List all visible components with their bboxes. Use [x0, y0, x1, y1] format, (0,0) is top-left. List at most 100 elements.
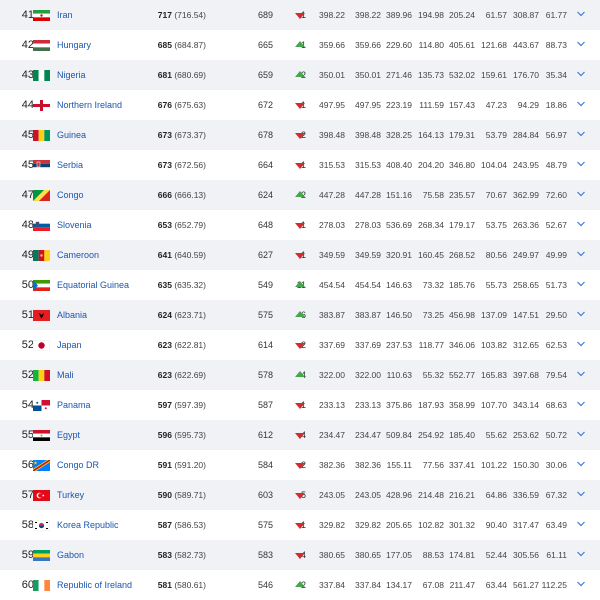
arrow-down-icon: [295, 163, 305, 169]
chevron-down-icon[interactable]: [577, 161, 585, 168]
team-link[interactable]: Congo: [57, 190, 84, 200]
stat-col-3: 509.84: [386, 430, 412, 440]
chevron-down-icon[interactable]: [577, 11, 585, 18]
stat-col-1: 380.65: [319, 550, 345, 560]
stat-col-6: 107.70: [481, 400, 507, 410]
chevron-down-icon[interactable]: [577, 191, 585, 198]
stat-col-8: 56.97: [545, 130, 567, 140]
stat-col-1: 447.28: [319, 190, 345, 200]
team-link[interactable]: Equatorial Guinea: [57, 280, 130, 290]
chevron-down-icon[interactable]: [577, 581, 585, 588]
stat-col-6: 61.57: [485, 10, 507, 20]
chevron-down-icon[interactable]: [577, 341, 585, 348]
arrow-up-icon: [295, 71, 305, 77]
table-row: 47 Congo 666 (666.13) 624 2 447.28 447.28…: [0, 180, 600, 210]
stat-col-4: 75.58: [422, 190, 444, 200]
team-link[interactable]: Mali: [57, 370, 74, 380]
stat-col-3: 177.05: [386, 550, 412, 560]
table-row: 54 Panama 597 (597.39) 587 -1 233.13 233.…: [0, 390, 600, 420]
arrow-down-icon: [295, 433, 305, 439]
team-link[interactable]: Korea Republic: [57, 520, 119, 530]
team-link[interactable]: Egypt: [57, 430, 81, 440]
arrow-down-icon: [295, 103, 305, 109]
stat-col-7: 249.97: [513, 250, 539, 260]
chevron-down-icon[interactable]: [577, 461, 585, 468]
stat-col-2: 349.59: [355, 250, 381, 260]
team-link[interactable]: Congo DR: [57, 460, 100, 470]
team-link[interactable]: Hungary: [57, 40, 92, 50]
points-rounded: 641: [157, 250, 172, 260]
team-link[interactable]: Turkey: [57, 490, 85, 500]
stat-col-4: 164.13: [418, 130, 444, 140]
team-link[interactable]: Serbia: [57, 160, 84, 170]
team-link[interactable]: Panama: [57, 400, 91, 410]
stat-col-2: 337.69: [355, 340, 381, 350]
chevron-down-icon[interactable]: [577, 41, 585, 48]
stat-col-8: 52.67: [545, 220, 567, 230]
chevron-down-icon[interactable]: [577, 371, 585, 378]
team-link[interactable]: Slovenia: [57, 220, 92, 230]
table-row: 58 Korea Republic 587 (586.53) 575 -1 32…: [0, 510, 600, 540]
team-link[interactable]: Northern Ireland: [57, 100, 123, 110]
points-precise: (595.73): [174, 430, 206, 440]
stat-col-2: 315.53: [355, 160, 381, 170]
stat-col-6: 55.73: [485, 280, 507, 290]
stat-col-2: 398.48: [355, 130, 381, 140]
stat-col-1: 454.54: [319, 280, 345, 290]
points-rounded: 717: [157, 10, 172, 20]
rank: 60: [21, 579, 34, 591]
stat-col-3: 328.25: [386, 130, 412, 140]
team-link[interactable]: Guinea: [57, 130, 87, 140]
chevron-down-icon[interactable]: [577, 101, 585, 108]
team-link[interactable]: Japan: [57, 340, 82, 350]
stat-col-4: 118.77: [418, 340, 444, 350]
team-link[interactable]: Iran: [57, 10, 73, 20]
stat-col-7: 561.27: [513, 580, 539, 590]
points-rounded: 635: [157, 280, 172, 290]
stat-col-2: 243.05: [355, 490, 381, 500]
stat-col-5: 552.77: [449, 370, 475, 380]
points-rounded: 596: [157, 430, 172, 440]
stat-col-8: 63.49: [545, 520, 567, 530]
points-rounded: 623: [157, 370, 172, 380]
stat-col-8: 18.86: [545, 100, 567, 110]
stat-col-7: 243.95: [513, 160, 539, 170]
team-link[interactable]: Nigeria: [57, 70, 86, 80]
flag-guinea-icon: [33, 130, 50, 141]
chevron-down-icon[interactable]: [577, 431, 585, 438]
stat-col-3: 389.96: [386, 10, 412, 20]
chevron-down-icon[interactable]: [577, 551, 585, 558]
total-points: 597 (597.39): [150, 390, 206, 420]
stat-col-2: 234.47: [355, 430, 381, 440]
stat-col-6: 63.44: [485, 580, 507, 590]
stat-col-8: 51.73: [545, 280, 567, 290]
team-link[interactable]: Republic of Ireland: [57, 580, 133, 590]
stat-col-5: 346.80: [449, 160, 475, 170]
team-link[interactable]: Cameroon: [57, 250, 100, 260]
points-precise: (652.79): [174, 220, 206, 230]
team-link[interactable]: Albania: [57, 310, 88, 320]
rank: 42: [21, 39, 34, 51]
stat-col-1: 233.13: [319, 400, 345, 410]
chevron-down-icon[interactable]: [577, 281, 585, 288]
points-precise: (622.69): [174, 370, 206, 380]
chevron-down-icon[interactable]: [577, 131, 585, 138]
rank: 59: [21, 549, 34, 561]
stat-col-2: 454.54: [355, 280, 381, 290]
chevron-down-icon[interactable]: [577, 521, 585, 528]
flag-turkey-icon: [33, 490, 50, 501]
stat-col-4: 77.56: [422, 460, 444, 470]
chevron-down-icon[interactable]: [577, 221, 585, 228]
chevron-down-icon[interactable]: [577, 311, 585, 318]
stat-col-3: 146.63: [386, 280, 412, 290]
chevron-down-icon[interactable]: [577, 401, 585, 408]
chevron-down-icon[interactable]: [577, 71, 585, 78]
stat-col-3: 375.86: [386, 400, 412, 410]
team-link[interactable]: Gabon: [57, 550, 85, 560]
rank: 41: [21, 9, 34, 21]
chevron-down-icon[interactable]: [577, 491, 585, 498]
stat-col-5: 268.52: [449, 250, 475, 260]
stat-col-2: 447.28: [355, 190, 381, 200]
chevron-down-icon[interactable]: [577, 251, 585, 258]
stat-col-4: 111.59: [419, 100, 444, 110]
